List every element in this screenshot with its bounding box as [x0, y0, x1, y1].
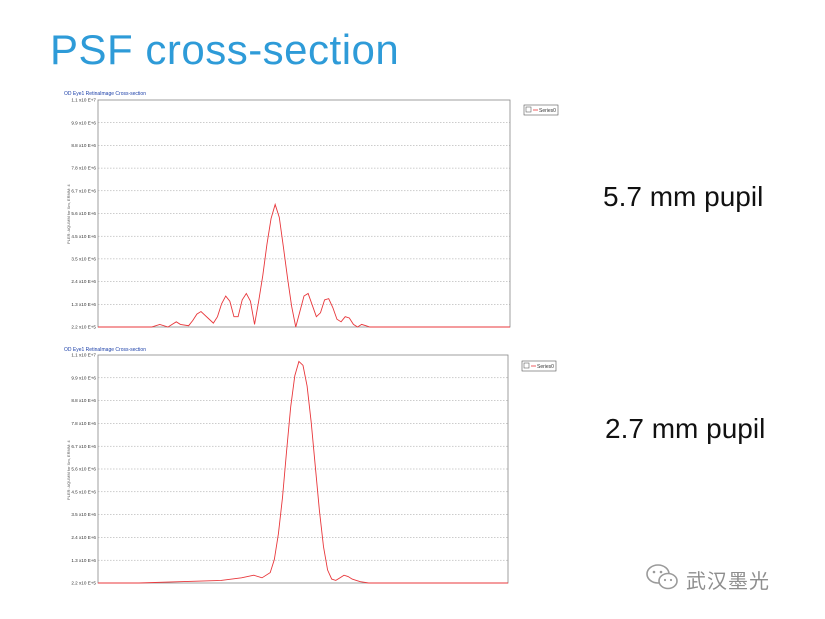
chart-top-ytick-label: 7.8 x10 E+6 [71, 166, 96, 171]
chart-bottom-ytick-label: 2.2 x10 E+5 [71, 581, 96, 586]
wechat-icon [644, 562, 680, 597]
watermark: 武汉墨光 [644, 562, 804, 596]
chart-top-legend-box [523, 104, 559, 116]
chart-bottom-ytick-label: 5.6 x10 E+6 [71, 467, 96, 472]
chart-bottom-ytick-label: 1.3 x10 E+6 [71, 558, 96, 563]
chart-bottom-ytick-label: 4.5 x10 E+6 [71, 489, 96, 494]
chart-bottom-ylabel: PLER: AQUMM for Xm, ERMM: 4 [66, 440, 71, 500]
chart-top-title: OD Eye1 RetinaImage Cross-section [64, 91, 146, 97]
chart-bottom-legend-checkbox [523, 362, 530, 369]
chart-bottom: OD Eye1 RetinaImage Cross-section 1.1 x1… [64, 347, 557, 586]
chart-top-ytick-label: 8.8 x10 E+6 [71, 143, 96, 148]
chart-top-ytick-label: 4.5 x10 E+6 [71, 234, 96, 239]
chart-top-grid [98, 122, 510, 305]
chart-top-legend-checkbox [525, 106, 532, 113]
chart-bottom-grid [98, 377, 508, 561]
chart-bottom-legend-label: Series0 [537, 364, 554, 370]
chart-top-ytick-label: 9.9 x10 E+6 [71, 120, 96, 125]
chart-bottom-ytick-label: 8.8 x10 E+6 [71, 398, 96, 403]
chart-top-series-line [98, 202, 510, 328]
chart-bottom-legend-box [521, 360, 557, 372]
slide-title: PSF cross-section [50, 26, 400, 73]
chart-bottom-ytick-label: 6.7 x10 E+6 [71, 444, 96, 449]
watermark-text: 武汉墨光 [686, 568, 770, 593]
bottom-pupil-label: 2.7 mm pupil [605, 413, 766, 444]
chart-bottom-legend: Series0 [521, 360, 557, 372]
chart-top-ylabel: PLER: AQUMM for Xm, ERMM: 4 [66, 184, 71, 244]
chart-top-legend-label: Series0 [539, 108, 556, 114]
chart-top-ytick-label: 5.6 x10 E+6 [71, 211, 96, 216]
chart-top-ytick-label: 2.2 x10 E+5 [71, 325, 96, 330]
chart-top-ytick-label: 2.4 x10 E+6 [71, 279, 96, 284]
chart-top-ytick-label: 1.1 x10 E+7 [71, 98, 96, 103]
chart-bottom-title: OD Eye1 RetinaImage Cross-section [64, 347, 146, 353]
chart-top-legend: Series0 [523, 104, 559, 116]
chart-top-yticks: 1.1 x10 E+7 9.9 x10 E+6 8.8 x10 E+6 7.8 x10… [71, 98, 96, 330]
chart-bottom-ytick-label: 7.8 x10 E+6 [71, 421, 96, 426]
chart-bottom-series-line [98, 360, 508, 584]
chart-bottom-ytick-label: 2.4 x10 E+6 [71, 535, 96, 540]
chart-top: OD Eye1 RetinaImage Cross-section 1.1 x1… [64, 91, 559, 330]
top-pupil-label: 5.7 mm pupil [603, 181, 764, 212]
chart-bottom-ytick-label: 1.1 x10 E+7 [71, 353, 96, 358]
chart-top-ytick-label: 3.5 x10 E+6 [71, 257, 96, 262]
chart-top-ytick-label: 6.7 x10 E+6 [71, 188, 96, 193]
chart-bottom-ytick-label: 3.5 x10 E+6 [71, 512, 96, 517]
chart-top-frame [97, 99, 511, 328]
chart-bottom-ytick-label: 9.9 x10 E+6 [71, 375, 96, 380]
chart-bottom-yticks: 1.1 x10 E+7 9.9 x10 E+6 8.8 x10 E+6 7.8 x10… [71, 353, 96, 586]
chart-top-ytick-label: 1.3 x10 E+6 [71, 302, 96, 307]
